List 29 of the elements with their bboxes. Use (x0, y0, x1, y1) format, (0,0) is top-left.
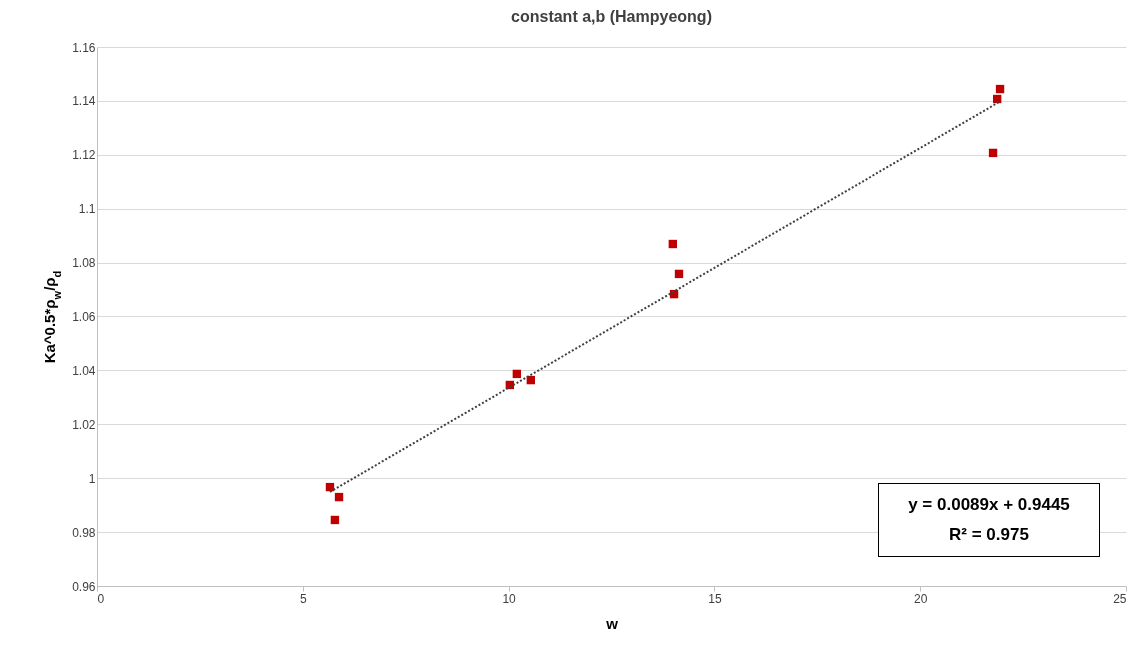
point (995, 84, 1005, 94)
x-tick-label: 10 (502, 591, 517, 606)
y-tick-label: 1.08 (72, 256, 96, 271)
y-tick-label: 0.96 (72, 579, 96, 594)
point (512, 369, 522, 379)
y-tick-label: 1.06 (72, 310, 96, 324)
y-tick-label: 1.16 (72, 40, 96, 55)
x-tick-label: 0 (97, 591, 105, 606)
point (988, 148, 998, 158)
y-tick-label: 1.12 (72, 148, 96, 163)
y-tick-label: 1.04 (72, 363, 96, 378)
y-tick-label: 1.1 (78, 202, 96, 217)
y-tick-label: 1.02 (72, 417, 96, 432)
x-axis-title: w (605, 614, 619, 632)
x-tick-label: 20 (914, 591, 928, 606)
x-tick-label: 5 (299, 591, 307, 606)
annotation: y = 0.0089x + 0.9445 (908, 494, 1070, 515)
x-tick-label: 25 (1113, 591, 1127, 606)
point (668, 239, 678, 249)
chart-title: constant a,b (Hampyeong) (511, 8, 712, 25)
equation-box: y = 0.0089x + 0.9445 R² = 0.975 (878, 483, 1100, 557)
point (334, 492, 344, 502)
y-tick-label: 1 (88, 471, 96, 486)
y-tick-label: 1.14 (72, 94, 96, 109)
y-tick-label: 0.98 (72, 525, 96, 540)
point (674, 269, 684, 279)
point (330, 515, 340, 525)
x-tick-label: 15 (708, 591, 722, 606)
annotation: R² = 0.975 (949, 525, 1029, 546)
